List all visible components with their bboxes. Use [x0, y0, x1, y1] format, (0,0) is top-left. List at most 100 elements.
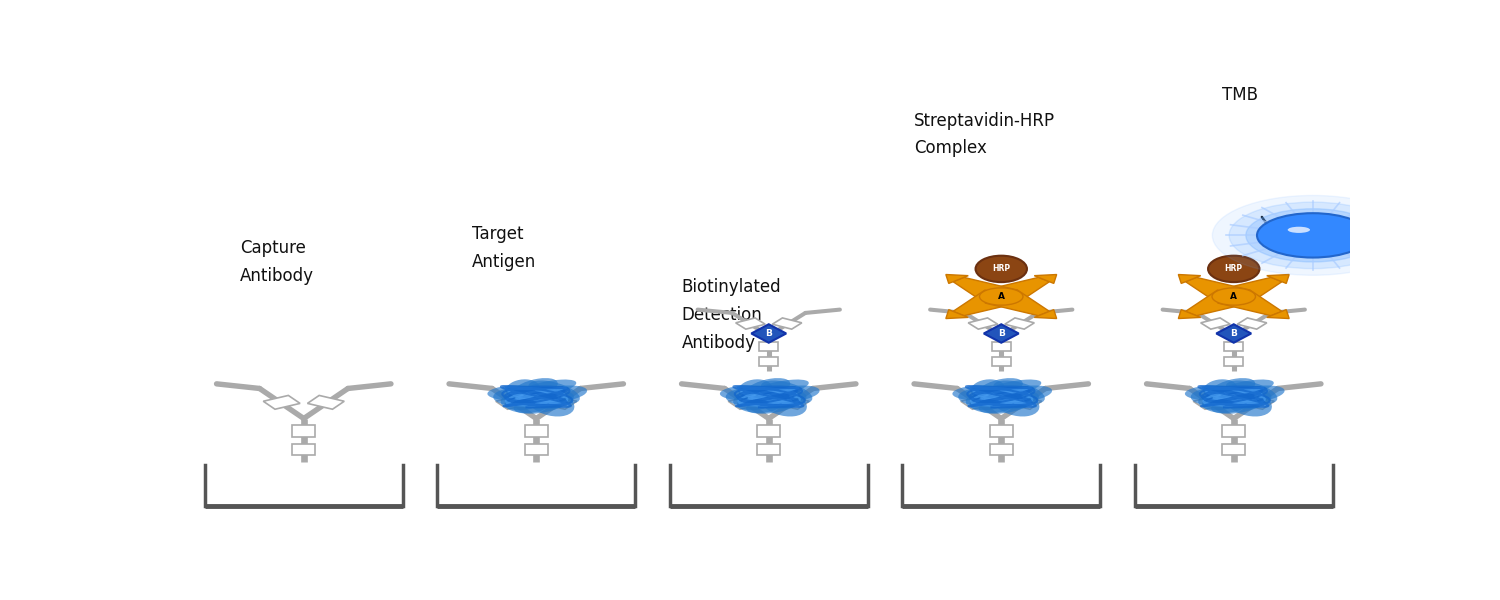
Ellipse shape — [978, 396, 1030, 414]
Text: HRP: HRP — [992, 265, 1011, 274]
Ellipse shape — [528, 385, 586, 403]
Polygon shape — [1218, 277, 1282, 303]
Polygon shape — [752, 324, 786, 343]
Bar — [990, 425, 1012, 437]
Text: B: B — [998, 329, 1005, 338]
Bar — [540, 395, 576, 409]
Ellipse shape — [760, 380, 813, 404]
Polygon shape — [946, 275, 969, 283]
Ellipse shape — [538, 392, 574, 409]
Bar — [1222, 425, 1245, 437]
Text: Streptavidin-HRP: Streptavidin-HRP — [914, 112, 1054, 130]
Bar — [1222, 444, 1245, 455]
Polygon shape — [986, 277, 1050, 303]
Ellipse shape — [952, 385, 1010, 400]
Ellipse shape — [993, 380, 1045, 404]
Bar — [1224, 357, 1244, 366]
Bar — [308, 395, 344, 409]
Ellipse shape — [1203, 379, 1237, 400]
Bar — [962, 395, 998, 409]
Polygon shape — [1034, 275, 1056, 283]
Bar — [772, 395, 808, 409]
Polygon shape — [1185, 277, 1250, 303]
Ellipse shape — [736, 395, 780, 413]
Circle shape — [1246, 209, 1380, 262]
Ellipse shape — [771, 392, 807, 409]
Text: B: B — [1230, 329, 1238, 338]
Bar — [758, 425, 780, 437]
Text: Antibody: Antibody — [240, 266, 314, 284]
Ellipse shape — [1198, 392, 1237, 410]
Polygon shape — [1185, 290, 1250, 316]
Text: Biotinylated: Biotinylated — [681, 278, 782, 296]
Text: A: A — [1230, 292, 1238, 301]
Ellipse shape — [966, 392, 1005, 410]
Ellipse shape — [720, 385, 777, 400]
Ellipse shape — [518, 380, 576, 397]
Ellipse shape — [746, 378, 790, 398]
Ellipse shape — [1208, 256, 1260, 282]
Text: Target: Target — [472, 225, 524, 243]
Ellipse shape — [513, 378, 558, 398]
Ellipse shape — [1004, 392, 1040, 409]
Bar — [1224, 342, 1244, 351]
Bar — [735, 318, 765, 329]
Bar — [729, 395, 765, 409]
Ellipse shape — [958, 388, 1002, 406]
Polygon shape — [1179, 275, 1202, 283]
Bar — [525, 444, 548, 455]
Ellipse shape — [750, 380, 808, 397]
Polygon shape — [1218, 290, 1282, 316]
Bar — [1005, 395, 1041, 409]
Bar — [968, 318, 998, 329]
Bar — [1194, 395, 1230, 409]
Ellipse shape — [760, 385, 819, 403]
Circle shape — [1212, 288, 1255, 305]
Ellipse shape — [513, 396, 566, 414]
Text: Capture: Capture — [240, 239, 306, 257]
Ellipse shape — [993, 389, 1039, 416]
Ellipse shape — [528, 389, 574, 416]
Ellipse shape — [1236, 392, 1272, 409]
Bar — [992, 342, 1011, 351]
Bar — [525, 425, 548, 437]
Circle shape — [980, 288, 1023, 305]
Polygon shape — [1034, 310, 1056, 319]
Bar — [759, 342, 778, 351]
Ellipse shape — [993, 385, 1052, 403]
Bar — [292, 444, 315, 455]
Text: Antigen: Antigen — [472, 253, 537, 271]
Ellipse shape — [1210, 396, 1263, 414]
Ellipse shape — [726, 388, 770, 406]
Ellipse shape — [528, 380, 580, 404]
Ellipse shape — [746, 396, 798, 414]
Bar — [264, 395, 300, 409]
Ellipse shape — [1185, 385, 1242, 400]
Bar — [990, 444, 1012, 455]
Polygon shape — [1216, 324, 1251, 343]
Circle shape — [1257, 213, 1368, 257]
Polygon shape — [986, 290, 1050, 316]
Ellipse shape — [1210, 378, 1255, 398]
Text: Complex: Complex — [914, 139, 987, 157]
Bar — [1238, 395, 1274, 409]
Ellipse shape — [488, 385, 544, 400]
Text: A: A — [998, 292, 1005, 301]
Polygon shape — [952, 290, 1017, 316]
Text: Antibody: Antibody — [681, 334, 756, 352]
Bar — [1005, 318, 1035, 329]
Ellipse shape — [734, 392, 772, 410]
Circle shape — [1212, 196, 1413, 275]
Ellipse shape — [494, 388, 537, 406]
Ellipse shape — [1215, 380, 1274, 397]
Text: B: B — [765, 329, 772, 338]
Ellipse shape — [504, 395, 548, 413]
Bar — [1200, 318, 1230, 329]
Ellipse shape — [506, 379, 540, 400]
Ellipse shape — [969, 395, 1012, 413]
Bar — [758, 444, 780, 455]
Polygon shape — [1266, 310, 1288, 319]
Ellipse shape — [501, 392, 540, 410]
Bar — [1238, 318, 1268, 329]
Ellipse shape — [738, 379, 772, 400]
